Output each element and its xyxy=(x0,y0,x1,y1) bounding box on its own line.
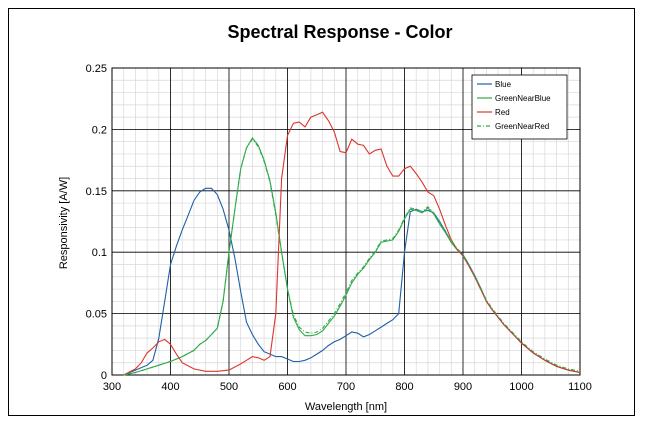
major-grid xyxy=(111,67,581,376)
legend-label: Red xyxy=(495,108,510,117)
x-tick-label: 1000 xyxy=(509,381,533,393)
y-axis-label: Responsivity [A/W] xyxy=(58,177,70,269)
y-axis-ticks: 0 0.05 0.1 0.15 0.2 0.25 xyxy=(86,63,107,382)
legend-label: Blue xyxy=(495,80,512,89)
x-axis-label: Wavelength [nm] xyxy=(305,401,387,413)
x-axis-ticks: 300 400 500 600 700 800 900 1000 1100 xyxy=(103,381,592,393)
y-tick-label: 0.15 xyxy=(86,186,107,198)
y-tick-label: 0.25 xyxy=(86,63,107,75)
y-tick-label: 0.2 xyxy=(92,124,107,136)
legend-box xyxy=(471,74,568,140)
series-line-greennearred xyxy=(123,138,581,376)
series-line-blue xyxy=(123,187,581,376)
legend-label: GreenNearBlue xyxy=(495,94,551,103)
x-tick-label: 600 xyxy=(278,381,296,393)
legend: Blue GreenNearBlue Red GreenNearRed xyxy=(471,74,568,140)
legend-label: GreenNearRed xyxy=(495,122,549,131)
x-tick-label: 800 xyxy=(395,381,413,393)
x-tick-label: 500 xyxy=(220,381,238,393)
x-tick-label: 300 xyxy=(103,381,121,393)
y-tick-label: 0 xyxy=(101,370,107,382)
plot-area xyxy=(111,67,581,376)
x-tick-label: 1100 xyxy=(568,381,592,393)
y-tick-label: 0.05 xyxy=(86,309,107,321)
series-layer xyxy=(123,111,581,376)
x-tick-label: 900 xyxy=(454,381,472,393)
y-tick-label: 0.1 xyxy=(92,247,107,259)
chart-title: Spectral Response - Color xyxy=(227,22,452,42)
x-tick-label: 700 xyxy=(337,381,355,393)
series-line-red xyxy=(123,111,581,376)
series-line-greennearblue xyxy=(123,137,581,376)
x-tick-label: 400 xyxy=(161,381,179,393)
